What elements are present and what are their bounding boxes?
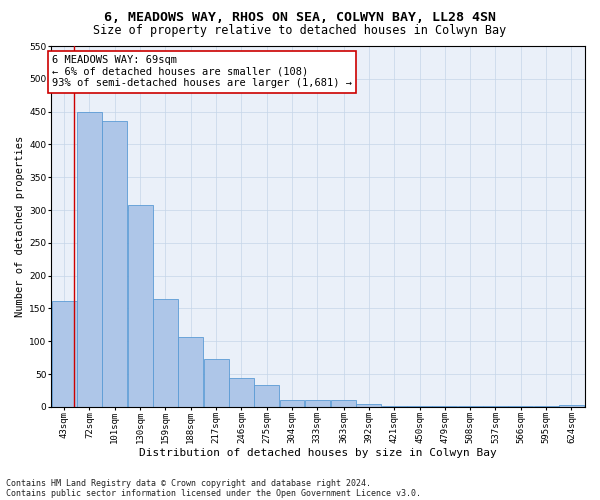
Bar — [559, 405, 584, 407]
Bar — [103, 122, 127, 407]
Bar — [483, 406, 508, 407]
Bar — [533, 406, 559, 407]
Bar — [280, 400, 304, 407]
Bar — [508, 406, 533, 407]
Bar — [407, 406, 432, 407]
Bar — [203, 359, 229, 407]
Text: 6, MEADOWS WAY, RHOS ON SEA, COLWYN BAY, LL28 4SN: 6, MEADOWS WAY, RHOS ON SEA, COLWYN BAY,… — [104, 11, 496, 24]
Text: Contains public sector information licensed under the Open Government Licence v3: Contains public sector information licen… — [6, 488, 421, 498]
Bar — [128, 206, 152, 407]
Bar — [77, 112, 102, 407]
Text: Contains HM Land Registry data © Crown copyright and database right 2024.: Contains HM Land Registry data © Crown c… — [6, 478, 371, 488]
Text: 6 MEADOWS WAY: 69sqm
← 6% of detached houses are smaller (108)
93% of semi-detac: 6 MEADOWS WAY: 69sqm ← 6% of detached ho… — [52, 55, 352, 88]
Bar — [254, 386, 279, 407]
Bar — [153, 298, 178, 407]
Bar — [382, 406, 407, 407]
Bar — [458, 406, 482, 407]
Text: Size of property relative to detached houses in Colwyn Bay: Size of property relative to detached ho… — [94, 24, 506, 37]
Bar — [305, 400, 330, 407]
Y-axis label: Number of detached properties: Number of detached properties — [15, 136, 25, 317]
Bar — [52, 300, 77, 407]
X-axis label: Distribution of detached houses by size in Colwyn Bay: Distribution of detached houses by size … — [139, 448, 497, 458]
Bar — [178, 338, 203, 407]
Bar — [356, 404, 382, 407]
Bar — [331, 400, 356, 407]
Bar — [229, 378, 254, 407]
Bar — [433, 406, 457, 407]
